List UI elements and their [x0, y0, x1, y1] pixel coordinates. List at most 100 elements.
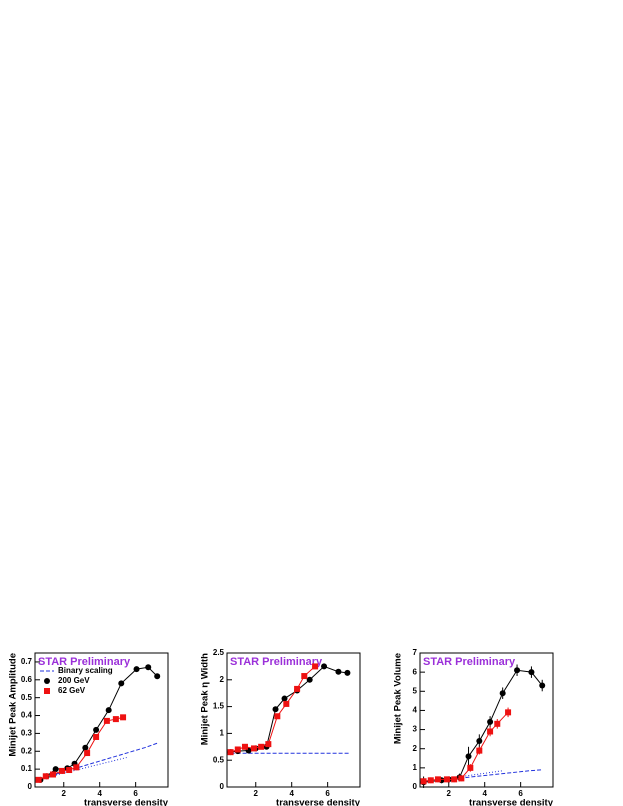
data-point: [265, 741, 272, 748]
data-point: [35, 776, 42, 783]
data-point: [258, 743, 265, 750]
data-point: [467, 764, 474, 771]
y-tick-label: 1.5: [213, 702, 225, 711]
data-point: [274, 713, 281, 720]
data-point: [84, 750, 91, 757]
data-point: [234, 746, 241, 753]
legend-label: 200 GeV: [58, 676, 90, 685]
x-tick-label: 4: [482, 789, 487, 798]
data-point: [514, 667, 521, 674]
data-point: [103, 717, 110, 724]
y-tick-label: 0.3: [21, 729, 33, 738]
data-point: [427, 777, 434, 784]
y-axis-label: Minijet Peak Volume: [393, 653, 404, 744]
data-point: [294, 685, 301, 692]
legend-label: Binary scaling: [58, 666, 113, 675]
data-point: [344, 669, 351, 676]
y-tick-label: 4: [413, 706, 418, 715]
data-point: [465, 753, 472, 760]
x-axis-label: transverse density: [84, 798, 169, 806]
y-tick-label: 0: [28, 782, 33, 791]
data-point: [52, 766, 59, 773]
y-tick-label: 0.4: [21, 711, 33, 720]
y-tick-label: 0.5: [213, 755, 225, 764]
x-tick-label: 4: [289, 789, 294, 798]
data-point: [476, 747, 483, 754]
data-point: [272, 706, 279, 713]
data-point: [487, 718, 494, 725]
y-axis-label: Minijet Peak η Width: [200, 653, 211, 745]
y-tick-label: 1: [413, 763, 418, 772]
series-line: [38, 716, 124, 781]
y-tick-label: 0.1: [21, 764, 33, 773]
series-line: [423, 669, 543, 783]
x-tick-label: 6: [518, 789, 523, 798]
data-point: [145, 664, 152, 671]
x-tick-label: 6: [133, 789, 138, 798]
y-tick-label: 3: [413, 725, 418, 734]
data-point: [505, 709, 512, 716]
data-point: [443, 776, 450, 783]
y-tick-label: 0: [220, 782, 225, 791]
data-point: [476, 738, 483, 745]
y-tick-label: 2: [220, 675, 225, 684]
data-point: [494, 720, 501, 727]
plot-frame: [34, 652, 169, 788]
data-point: [105, 707, 112, 714]
data-point: [283, 700, 290, 707]
data-point: [499, 690, 506, 697]
data-point: [118, 680, 125, 687]
y-tick-label: 6: [413, 667, 418, 676]
legend-symbol: [44, 678, 50, 684]
chart-title: STAR Preliminary: [423, 656, 516, 668]
data-point: [312, 663, 319, 670]
y-axis-label: Minijet Peak Amplitude: [8, 653, 19, 757]
chart-title: STAR Preliminary: [38, 656, 131, 668]
data-point: [301, 673, 308, 680]
data-point: [451, 776, 458, 783]
plot-frame: [419, 652, 554, 788]
data-point: [458, 775, 465, 782]
x-tick-label: 2: [62, 789, 67, 798]
series-line: [38, 757, 127, 781]
data-point: [120, 714, 127, 721]
data-point: [528, 669, 535, 676]
y-tick-label: 0.2: [21, 746, 33, 755]
x-tick-label: 4: [97, 789, 102, 798]
data-point: [93, 726, 100, 733]
data-point: [49, 771, 56, 778]
data-point: [335, 668, 342, 675]
legend-label: 62 GeV: [58, 686, 86, 695]
y-tick-label: 7: [413, 648, 418, 657]
x-tick-label: 6: [325, 789, 330, 798]
data-point: [112, 716, 119, 723]
y-tick-label: 0.5: [21, 693, 33, 702]
y-tick-label: 1: [220, 729, 225, 738]
data-point: [93, 733, 100, 740]
x-tick-label: 2: [447, 789, 452, 798]
series-line: [38, 742, 158, 781]
data-point: [420, 778, 427, 785]
data-point: [82, 744, 89, 751]
y-tick-label: 2.5: [213, 648, 225, 657]
data-point: [241, 743, 248, 750]
data-point: [434, 776, 441, 783]
data-point: [321, 663, 328, 670]
plot-frame: [226, 652, 361, 788]
x-axis-label: transverse density: [469, 798, 554, 806]
y-tick-label: 2: [413, 744, 418, 753]
data-point: [73, 764, 80, 771]
series-line: [230, 665, 348, 753]
y-tick-label: 0.7: [21, 657, 33, 666]
data-point: [42, 773, 49, 780]
legend-symbol: [44, 688, 50, 694]
data-point: [306, 676, 313, 683]
data-point: [281, 695, 288, 702]
y-tick-label: 0: [413, 782, 418, 791]
data-point: [487, 728, 494, 735]
x-tick-label: 2: [254, 789, 259, 798]
x-axis-label: transverse density: [276, 798, 361, 806]
data-point: [250, 745, 257, 752]
data-point: [58, 767, 65, 774]
